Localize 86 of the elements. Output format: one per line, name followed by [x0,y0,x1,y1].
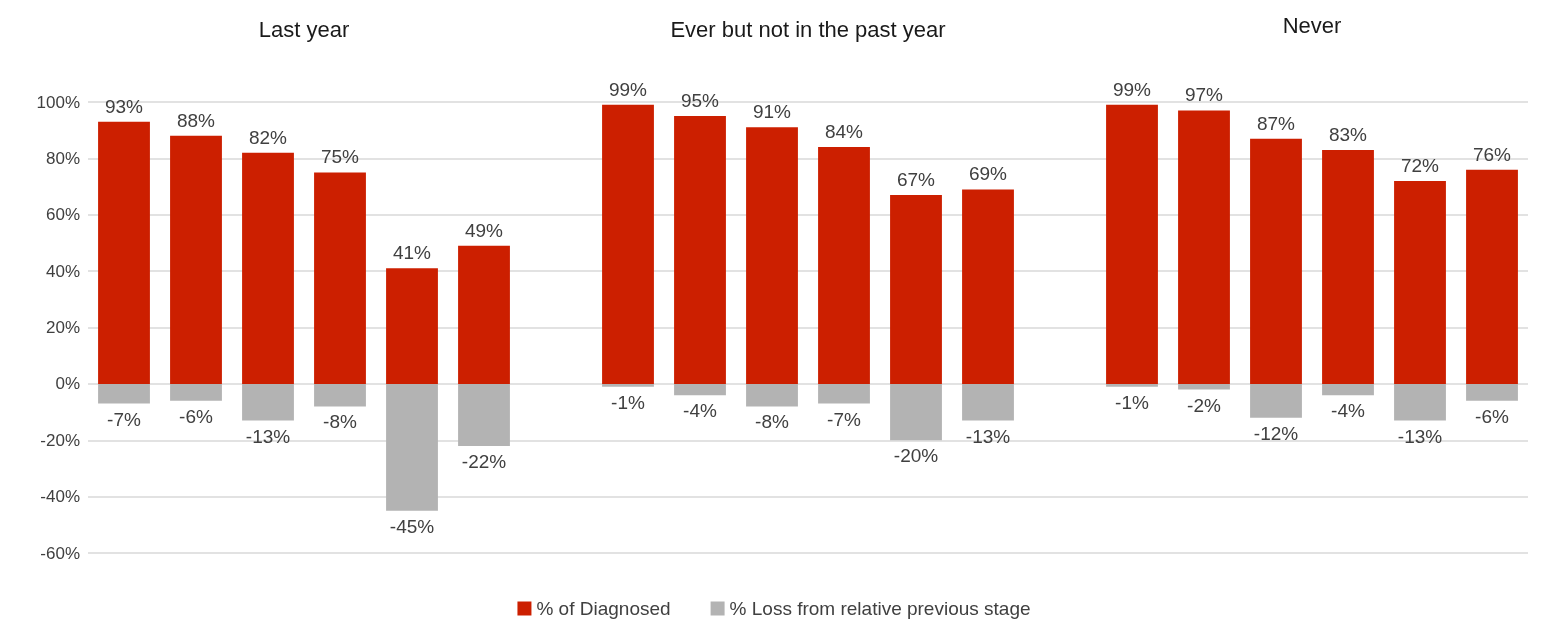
bar [242,152,294,384]
data-label: -6% [1475,405,1509,427]
y-tick-label: 100% [36,92,80,112]
bar [818,383,870,404]
data-label: 87% [1256,112,1296,134]
bar [746,127,798,384]
data-label: 99% [608,78,648,100]
data-label: 49% [464,219,504,241]
data-label: -22% [461,450,507,472]
bar [818,147,870,384]
bar [674,383,726,396]
data-label: 75% [320,146,360,168]
data-label: 99% [1112,78,1152,100]
text: Last year [258,16,350,42]
data-label: -4% [1331,400,1365,422]
data-label: -6% [179,405,213,427]
data-label: 72% [1400,154,1440,176]
data-label: -45% [389,515,435,537]
bar [98,121,150,384]
data-label: -13% [965,425,1011,447]
bar [602,104,654,384]
legend-label: % of Diagnosed [536,598,671,619]
y-tick-label: -20% [40,430,80,450]
data-label: 84% [824,121,864,143]
y-tick-label: -60% [40,543,80,563]
y-tick-label: 0% [55,374,80,394]
data-label: -1% [611,391,645,413]
data-label: -13% [245,425,291,447]
data-label: -7% [107,408,141,430]
bar [1178,110,1230,384]
bar [386,268,438,384]
bar [1250,383,1302,418]
text: Ever but not in the past year [670,16,946,42]
data-label: 76% [1472,143,1512,165]
data-label: -12% [1253,422,1299,444]
y-tick-label: -40% [40,487,80,507]
bar [1106,104,1158,384]
bar [98,383,150,404]
data-label: -8% [323,411,357,433]
bar [386,383,438,511]
bar [314,172,366,384]
bar [890,195,942,384]
data-label: 93% [104,95,144,117]
bar [1322,149,1374,384]
bar [170,135,222,384]
bar [1394,180,1446,384]
bar [458,245,510,384]
data-label: -7% [827,408,861,430]
data-label: -1% [1115,391,1149,413]
data-label: 41% [392,242,432,264]
bar [1250,138,1302,384]
text: Never [1282,12,1342,38]
data-label: 97% [1184,84,1224,106]
bar [170,383,222,401]
legend-label: % Loss from relative previous stage [729,598,1031,619]
data-label: -4% [683,400,717,422]
bar [890,383,942,441]
y-tick-label: 40% [45,261,80,281]
bar [602,383,654,387]
data-label: -8% [755,411,789,433]
y-tick-label: 80% [45,148,80,168]
bar [962,189,1014,384]
data-label: 67% [896,169,936,191]
bar [1106,383,1158,387]
y-tick-label: 20% [45,318,80,337]
bar [242,383,294,421]
data-label: 82% [248,126,288,148]
data-label: 69% [968,163,1008,185]
data-label: 95% [680,90,720,112]
data-label: -2% [1187,394,1221,416]
bar [674,116,726,384]
data-label: 88% [176,109,216,131]
data-label: 83% [1328,123,1368,145]
bar [962,383,1014,421]
bar [1466,169,1518,384]
bar [1178,383,1230,390]
data-label: -20% [893,445,939,467]
bar [1466,383,1518,401]
y-tick-label: 60% [45,205,80,225]
data-label: 91% [752,101,792,123]
bar [746,383,798,407]
bar [1394,383,1446,421]
bar [1322,383,1374,396]
bar [458,383,510,446]
bar [314,383,366,407]
data-label: -13% [1397,425,1443,447]
